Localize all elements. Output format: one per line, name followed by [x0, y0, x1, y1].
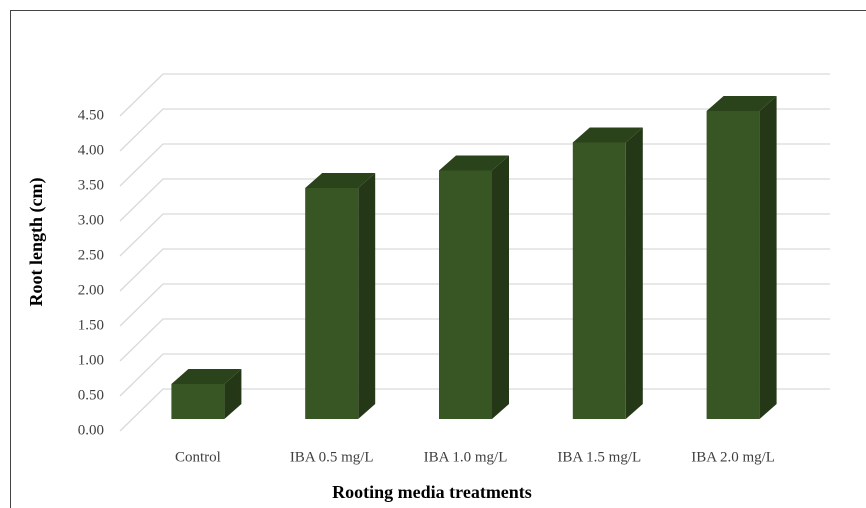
y-tick-label: 2.00	[78, 282, 104, 298]
bar-top	[572, 127, 643, 143]
y-tick-label: 2.50	[78, 247, 104, 263]
bar-side	[759, 96, 777, 419]
bar-side	[224, 369, 242, 419]
bar	[572, 142, 626, 419]
y-tick-label: 4.50	[78, 107, 104, 123]
bar-top	[305, 173, 376, 188]
y-tick-label: 0.50	[78, 387, 104, 403]
y-tick-label: 3.50	[78, 177, 104, 193]
bar	[305, 188, 359, 419]
y-axis-title: Root length (cm)	[26, 178, 47, 307]
y-tick-label: 3.00	[78, 212, 104, 228]
bar-top	[439, 155, 509, 171]
x-tick-label: IBA 2.0 mg/L	[691, 449, 775, 465]
y-tick-label: 4.00	[78, 142, 104, 158]
bar-top	[171, 369, 242, 384]
x-tick-label: IBA 0.5 mg/L	[290, 449, 374, 465]
bar-side	[492, 155, 509, 419]
chart-frame	[10, 10, 866, 508]
x-axis-title: Rooting media treatments	[332, 482, 532, 502]
bar-top	[706, 96, 777, 111]
x-tick-label: IBA 1.0 mg/L	[424, 449, 508, 465]
x-tick-label: Control	[175, 449, 221, 465]
bar-side	[358, 173, 376, 419]
bar	[171, 384, 225, 419]
bar	[439, 170, 492, 419]
y-tick-label: 1.50	[78, 317, 104, 333]
y-tick-label: 0.00	[78, 422, 104, 438]
grid-line	[119, 108, 830, 152]
grid-line	[119, 73, 830, 117]
y-tick-label: 1.00	[78, 352, 104, 368]
x-tick-label: IBA 1.5 mg/L	[557, 449, 641, 465]
bar-side	[625, 127, 643, 419]
bar	[706, 111, 760, 419]
